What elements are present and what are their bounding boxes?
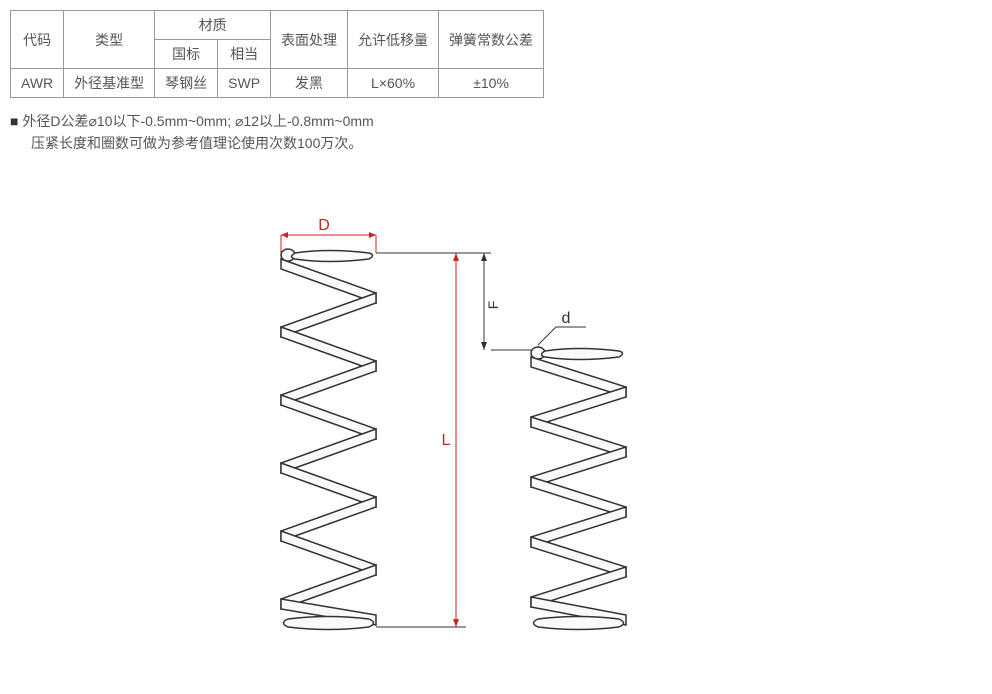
label-d: d: [562, 310, 571, 327]
header-deflection: 允许低移量: [348, 11, 439, 69]
cell-type: 外径基准型: [64, 69, 155, 98]
spring-diagram: D L: [246, 215, 746, 645]
header-tolerance: 弹簧常数公差: [439, 11, 544, 69]
notes-block: 外径D公差⌀10以下-0.5mm~0mm; ⌀12以上-0.8mm~0mm 压紧…: [10, 110, 982, 155]
header-surface: 表面处理: [271, 11, 348, 69]
diagram-container: D L: [10, 215, 982, 645]
label-D: D: [318, 217, 330, 234]
header-material-equiv: 相当: [218, 40, 271, 69]
cell-code: AWR: [11, 69, 64, 98]
dimension-F: F: [466, 253, 536, 350]
label-F: F: [485, 301, 501, 310]
left-spring: [281, 249, 376, 630]
header-material: 材质: [155, 11, 271, 40]
right-spring: [531, 347, 626, 630]
label-L: L: [442, 432, 451, 449]
note-line-2: 压紧长度和圈数可做为参考值理论使用次数100万次。: [10, 132, 982, 154]
cell-deflection: L×60%: [348, 69, 439, 98]
dimension-D: D: [281, 217, 376, 253]
dimension-d: d: [538, 310, 586, 345]
cell-surface: 发黑: [271, 69, 348, 98]
header-type: 类型: [64, 11, 155, 69]
cell-material-equiv: SWP: [218, 69, 271, 98]
cell-material-gb: 琴钢丝: [155, 69, 218, 98]
header-code: 代码: [11, 11, 64, 69]
note-line-1: 外径D公差⌀10以下-0.5mm~0mm; ⌀12以上-0.8mm~0mm: [10, 110, 982, 132]
dimension-L: L: [376, 253, 466, 627]
spec-table: 代码 类型 材质 表面处理 允许低移量 弹簧常数公差 国标 相当 AWR 外径基…: [10, 10, 544, 98]
cell-tolerance: ±10%: [439, 69, 544, 98]
header-material-gb: 国标: [155, 40, 218, 69]
